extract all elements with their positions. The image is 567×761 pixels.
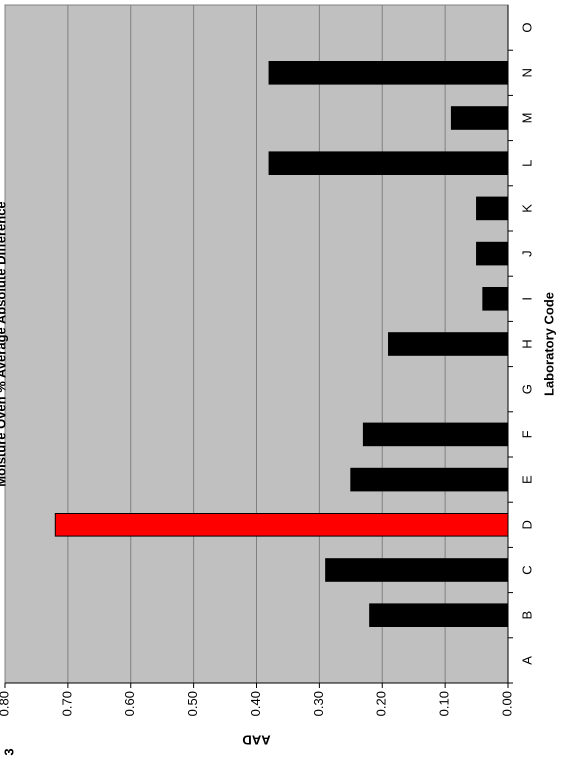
x-tick-label: O [519, 23, 534, 33]
bar [388, 332, 509, 356]
y-tick-label: 0.40 [248, 691, 263, 716]
bar [268, 60, 509, 85]
x-tick-label: J [519, 250, 534, 257]
x-tick-label: L [519, 160, 534, 167]
y-tick-label: 0.50 [185, 691, 200, 716]
y-tick-label: 0.00 [499, 691, 514, 716]
rotated-chart: 0.00 0.10 0.20 0.30 0.40 0.50 0.60 0.70 0.80 A B C D… [0, 4, 556, 756]
x-tick-label: E [519, 475, 534, 484]
y-tick-label: 0.60 [122, 691, 137, 716]
x-tick-label: G [519, 384, 534, 394]
y-tick-label: 0.80 [0, 691, 11, 716]
x-tick-label: B [519, 611, 534, 620]
y-tick-label: 0.20 [374, 691, 389, 716]
bar [482, 287, 509, 311]
x-axis-title: Laboratory Code [541, 292, 556, 396]
figure-label: 3 [1, 748, 16, 755]
y-tick-label: 0.30 [311, 691, 326, 716]
x-tick-label: K [519, 204, 534, 213]
x-tick-label: N [519, 68, 534, 77]
bar [54, 513, 509, 537]
x-tick-label: C [519, 565, 534, 574]
bar [476, 241, 509, 266]
y-tick-label: 0.10 [437, 691, 452, 716]
x-tick-label: A [519, 656, 534, 665]
bar [476, 196, 509, 221]
x-tick-label: F [519, 430, 534, 438]
chart-title: Moisture Oven % Average Absolute Differe… [0, 201, 8, 486]
x-tick-label: I [519, 297, 534, 301]
bar [369, 603, 509, 627]
x-tick-label: M [519, 113, 534, 124]
bar [450, 106, 509, 130]
bar [362, 422, 509, 447]
y-tick-label: 0.70 [59, 691, 74, 716]
y-axis-title: AAD [242, 733, 270, 748]
bar [350, 467, 509, 492]
bar [325, 558, 509, 582]
x-tick-label: H [519, 339, 534, 348]
x-tick-label: D [519, 520, 534, 529]
bar [268, 151, 509, 175]
